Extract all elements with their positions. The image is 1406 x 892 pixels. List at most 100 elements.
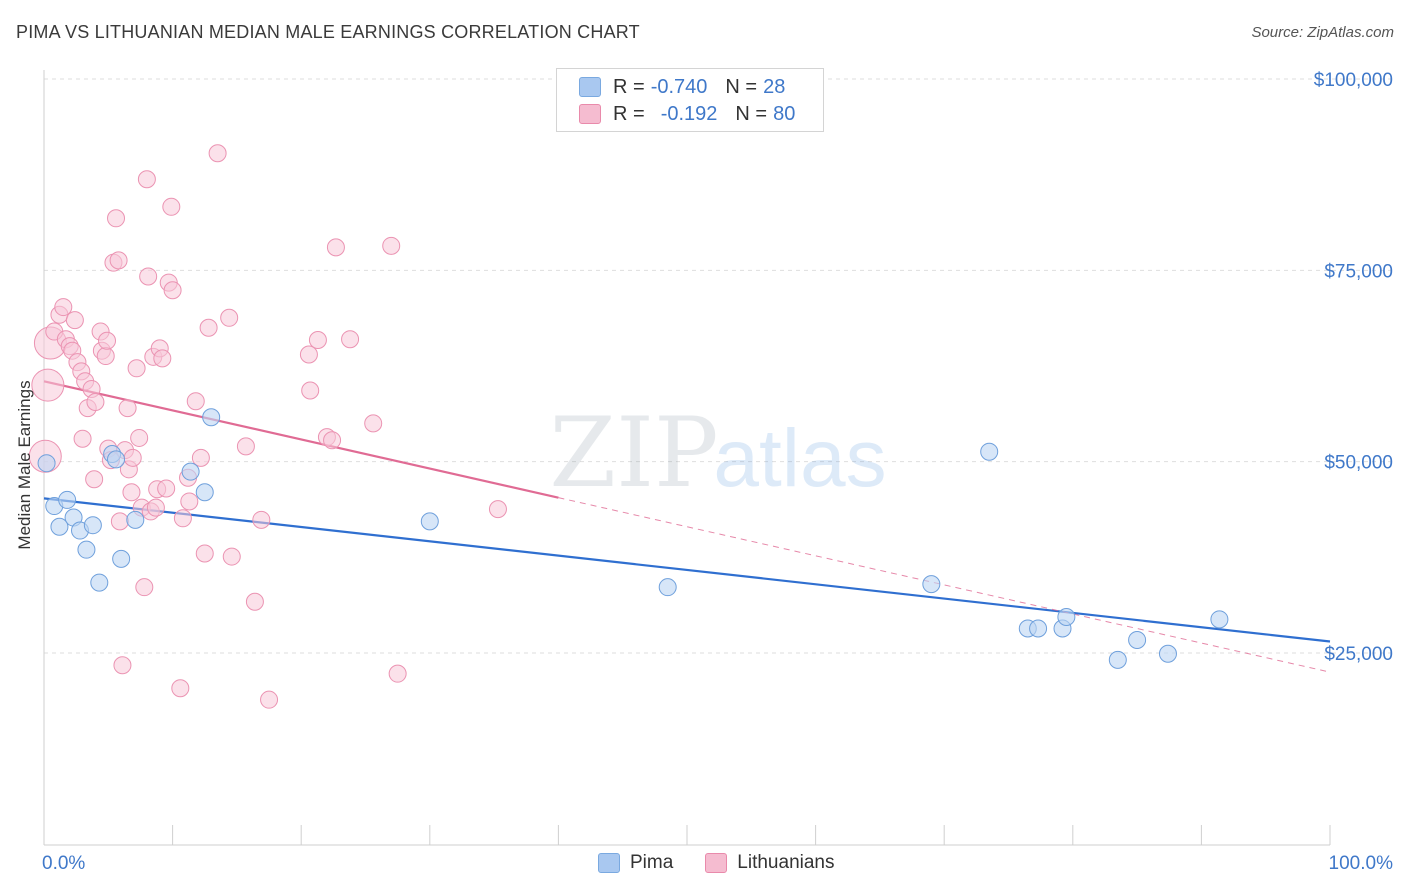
pima-point: [1057, 608, 1076, 627]
y-tick-label: $25,000: [1324, 644, 1393, 665]
pima-trend-line: [43, 497, 1331, 643]
gridlines: [44, 78, 1392, 654]
series-legend: Pima Lithuanians: [598, 852, 867, 874]
lithuanians-point: [252, 510, 271, 529]
pima-r-value: -0.740: [650, 75, 708, 98]
r-label: R =: [613, 102, 645, 125]
lithuanians-point: [236, 437, 255, 456]
x-tick-label: 100.0%: [1329, 853, 1394, 874]
lithuanians-point: [153, 349, 172, 368]
lithuanians-point: [186, 392, 205, 411]
pima-n-value: 28: [763, 75, 786, 98]
lithuanians-point: [86, 392, 105, 411]
lithuanians-trend-line: [43, 380, 559, 499]
pima-point: [107, 450, 126, 469]
watermark-zip: ZIP: [549, 397, 718, 509]
lithuanians-point: [364, 414, 383, 433]
pima-swatch: [598, 853, 620, 873]
lithuanians-point: [308, 330, 327, 349]
pima-point: [37, 454, 56, 473]
pima-point: [58, 490, 77, 509]
data-points: [28, 144, 1229, 709]
lithuanians-point: [208, 144, 227, 163]
legend-item-pima[interactable]: Pima: [598, 852, 673, 874]
y-tick-label: $50,000: [1324, 453, 1393, 474]
lithuanians-point: [301, 381, 320, 400]
pima-point: [126, 510, 145, 529]
pima-point: [90, 573, 109, 592]
n-label: N =: [725, 75, 758, 98]
lithuanians-point: [195, 544, 214, 563]
pima-point: [658, 578, 677, 597]
lithuanians-point: [122, 483, 141, 502]
lithuanians-point: [173, 509, 192, 528]
lithuanians-point: [180, 492, 199, 511]
lithuanians-point: [96, 347, 115, 366]
lithuanians-point: [137, 170, 156, 189]
pima-point: [922, 575, 941, 594]
x-tick-label: 0.0%: [42, 853, 85, 874]
lithuanians-point: [260, 690, 279, 709]
y-axis-label: Median Male Earnings: [15, 380, 34, 549]
lithuanians-point: [245, 592, 264, 611]
lithuanians-point: [299, 345, 318, 364]
legend-label-pima: Pima: [630, 852, 674, 873]
lithuanians-point: [65, 311, 84, 330]
lithuanians-point: [107, 209, 126, 228]
lithuanians-n-value: 80: [773, 102, 796, 125]
lithuanians-point: [388, 664, 407, 683]
lithuanians-point: [73, 429, 92, 448]
pima-point: [1029, 619, 1048, 638]
watermark: ZIP atlas: [549, 397, 886, 509]
lithuanians-point: [163, 281, 182, 300]
correlation-legend: R = -0.740 N = 28 R = -0.192 N = 80: [556, 68, 824, 132]
r-label: R =: [613, 75, 645, 98]
lithuanians-point: [191, 448, 210, 467]
pima-point: [1108, 650, 1127, 669]
y-tick-label: $100,000: [1314, 70, 1393, 91]
lithuanians-point: [199, 318, 218, 337]
lithuanians-point: [123, 448, 142, 467]
lithuanians-point: [162, 197, 181, 216]
watermark-atlas: atlas: [713, 413, 886, 504]
pima-point: [83, 516, 102, 535]
lithuanians-point: [110, 512, 129, 531]
lithuanians-point: [139, 267, 158, 286]
y-tick-label: $75,000: [1324, 261, 1393, 282]
pima-point: [1128, 630, 1147, 649]
lithuanians-point: [113, 656, 132, 675]
tick-labels: $25,000 $50,000 $75,000 $100,000 0.0% 100.0%: [42, 70, 1393, 874]
legend-row-lithuanians: R = -0.192 N = 80: [579, 102, 795, 126]
lithuanians-point: [135, 578, 154, 597]
lithuanians-point: [341, 330, 360, 349]
pima-point: [1210, 610, 1229, 629]
lithuanians-point: [488, 500, 507, 519]
lithuanians-point: [222, 547, 241, 566]
lithuanians-point: [157, 479, 176, 498]
lithuanians-point: [31, 368, 65, 402]
lithuanians-point: [109, 251, 128, 270]
lithuanians-point: [326, 238, 345, 257]
lithuanians-point: [118, 399, 137, 418]
pima-swatch: [579, 77, 601, 97]
lithuanians-swatch: [579, 104, 601, 124]
legend-item-lithuanians[interactable]: Lithuanians: [705, 852, 835, 874]
lithuanians-point: [171, 679, 190, 698]
pima-point: [195, 483, 214, 502]
pima-point: [202, 408, 221, 427]
pima-point: [420, 512, 439, 531]
lithuanians-point: [127, 359, 146, 378]
pima-point: [181, 462, 200, 481]
pima-point: [1158, 644, 1177, 663]
lithuanians-point: [130, 428, 149, 447]
pima-point: [77, 540, 96, 559]
lithuanians-point: [220, 308, 239, 327]
lithuanians-point: [146, 498, 165, 517]
lithuanians-swatch: [705, 853, 728, 873]
lithuanians-point: [85, 470, 104, 489]
legend-label-lithuanians: Lithuanians: [737, 852, 835, 873]
legend-row-pima: R = -0.740 N = 28: [579, 75, 785, 99]
pima-point: [112, 549, 131, 568]
lithuanians-point: [98, 331, 117, 350]
